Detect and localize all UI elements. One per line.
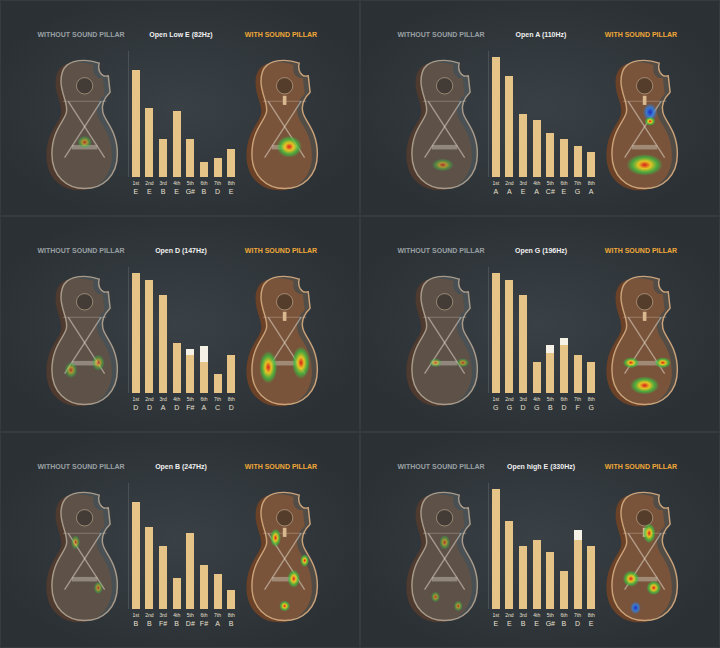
svg-text:7thC: 7thC <box>214 396 221 411</box>
svg-text:3rdE: 3rdE <box>519 180 526 195</box>
svg-text:6thD: 6thD <box>560 396 567 411</box>
svg-text:7thA: 7thA <box>214 612 221 627</box>
svg-text:8thE: 8thE <box>588 612 595 627</box>
html-text:WITH SOUND PILLAR: WITH SOUND PILLAR <box>244 31 318 38</box>
svg-text:6thE: 6thE <box>560 180 567 195</box>
svg-text:7thG: 7thG <box>574 180 581 195</box>
html-text:Open A (110Hz): Open A (110Hz) <box>515 31 567 38</box>
svg-text:1stE: 1stE <box>132 180 139 195</box>
html-text:WITHOUT SOUND PILLAR: WITHOUT SOUND PILLAR <box>397 31 485 38</box>
html-text:WITHOUT SOUND PILLAR: WITHOUT SOUND PILLAR <box>37 463 125 470</box>
svg-text:3rdF#: 3rdF# <box>159 612 167 627</box>
svg-text:3rdA: 3rdA <box>159 396 166 411</box>
html-text:WITHOUT SOUND PILLAR: WITHOUT SOUND PILLAR <box>37 31 125 38</box>
svg-text:4thD: 4thD <box>173 396 180 411</box>
svg-text:6thA: 6thA <box>200 396 207 411</box>
svg-text:3rdB: 3rdB <box>159 180 166 195</box>
svg-text:4thE: 4thE <box>173 180 180 195</box>
html-text:WITH SOUND PILLAR: WITH SOUND PILLAR <box>244 463 318 470</box>
svg-text:5thC#: 5thC# <box>546 180 555 195</box>
svg-text:5thF#: 5thF# <box>186 396 194 411</box>
html-text:WITHOUT SOUND PILLAR: WITHOUT SOUND PILLAR <box>397 247 485 254</box>
html-text:Open Low E (82Hz): Open Low E (82Hz) <box>149 31 213 38</box>
svg-text:2ndG: 2ndG <box>505 396 514 411</box>
html-text:WITH SOUND PILLAR: WITH SOUND PILLAR <box>244 247 318 254</box>
svg-text:7thD: 7thD <box>214 180 221 195</box>
svg-text:3rdB: 3rdB <box>519 612 526 627</box>
svg-text:4thG: 4thG <box>533 396 540 411</box>
svg-text:1stA: 1stA <box>492 180 499 195</box>
svg-text:5thG#: 5thG# <box>546 612 555 627</box>
svg-text:1stD: 1stD <box>132 396 139 411</box>
html-text:Open high E (330Hz): Open high E (330Hz) <box>507 463 575 470</box>
html-text:Open D (147Hz): Open D (147Hz) <box>155 247 207 254</box>
svg-text:6thB: 6thB <box>200 180 207 195</box>
svg-text:1stB: 1stB <box>132 612 139 627</box>
svg-text:6thF#: 6thF# <box>200 612 208 627</box>
svg-text:8thE: 8thE <box>228 180 235 195</box>
svg-text:6thB: 6thB <box>560 612 567 627</box>
svg-text:8thG: 8thG <box>588 396 595 411</box>
svg-text:5thB: 5thB <box>547 396 554 411</box>
svg-text:8thA: 8thA <box>588 180 595 195</box>
html-text:WITHOUT SOUND PILLAR: WITHOUT SOUND PILLAR <box>397 463 485 470</box>
svg-text:7thD: 7thD <box>574 612 581 627</box>
svg-text:2ndE: 2ndE <box>505 612 514 627</box>
svg-text:2ndD: 2ndD <box>145 396 154 411</box>
svg-text:5thD#: 5thD# <box>186 612 195 627</box>
svg-text:8thD: 8thD <box>228 396 235 411</box>
svg-text:2ndB: 2ndB <box>145 612 154 627</box>
html-text:WITH SOUND PILLAR: WITH SOUND PILLAR <box>604 463 678 470</box>
html-text:Open G (196Hz): Open G (196Hz) <box>514 247 568 254</box>
svg-text:3rdD: 3rdD <box>519 396 526 411</box>
html-text:WITHOUT SOUND PILLAR: WITHOUT SOUND PILLAR <box>37 247 125 254</box>
svg-text:2ndE: 2ndE <box>145 180 154 195</box>
svg-text:5thG#: 5thG# <box>186 180 195 195</box>
svg-text:1stE: 1stE <box>492 612 499 627</box>
svg-text:1stG: 1stG <box>492 396 499 411</box>
html-text:WITH SOUND PILLAR: WITH SOUND PILLAR <box>604 247 678 254</box>
svg-text:8thB: 8thB <box>228 612 235 627</box>
html-text:Open B (247Hz): Open B (247Hz) <box>155 463 207 470</box>
svg-text:4thB: 4thB <box>173 612 180 627</box>
html-text:WITH SOUND PILLAR: WITH SOUND PILLAR <box>604 31 678 38</box>
svg-text:2ndA: 2ndA <box>505 180 514 195</box>
svg-text:4thE: 4thE <box>533 612 540 627</box>
svg-text:4thA: 4thA <box>533 180 540 195</box>
svg-text:7thF: 7thF <box>574 396 581 411</box>
